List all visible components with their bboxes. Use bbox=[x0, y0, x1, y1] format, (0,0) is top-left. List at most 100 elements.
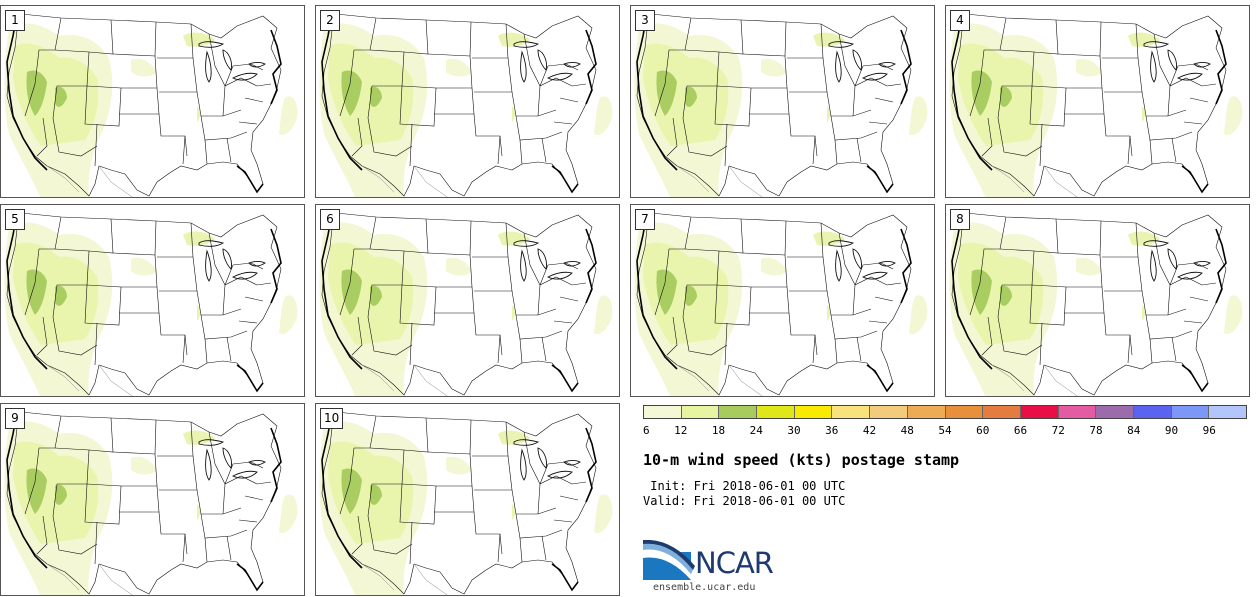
state-borders bbox=[636, 212, 912, 396]
colorbar bbox=[643, 405, 1247, 419]
member-number-label: 8 bbox=[950, 209, 970, 230]
colorbar-segment bbox=[719, 406, 758, 418]
coastline bbox=[321, 13, 597, 194]
state-borders bbox=[321, 13, 597, 197]
mexico-border bbox=[676, 364, 763, 396]
coastline bbox=[6, 411, 282, 592]
colorbar-segment bbox=[1020, 406, 1059, 418]
colorbar-segment bbox=[1171, 406, 1210, 418]
state-borders bbox=[321, 411, 597, 595]
colorbar-segment bbox=[1133, 406, 1172, 418]
colorbar-tick-label: 60 bbox=[976, 424, 990, 437]
figure-title: 10-m wind speed (kts) postage stamp bbox=[643, 451, 960, 469]
conus-map bbox=[4, 13, 298, 197]
member-number-label: 1 bbox=[5, 10, 25, 31]
member-number-label: 6 bbox=[320, 209, 340, 230]
mexico-border bbox=[991, 165, 1078, 197]
mexico-border bbox=[46, 165, 133, 197]
conus-map bbox=[949, 212, 1243, 396]
wind-shading bbox=[949, 222, 1243, 396]
colorbar-tick-label: 24 bbox=[749, 424, 763, 437]
ensemble-member-panel: 10 bbox=[315, 403, 620, 596]
conus-map bbox=[319, 13, 613, 197]
colorbar-tick-labels: 6 12 18 24 30 36 42 48 54 60 66 72 78 84 90 96 bbox=[643, 424, 1247, 438]
wind-shading bbox=[634, 23, 928, 197]
ensemble-member-panel: 6 bbox=[315, 204, 620, 397]
ensemble-member-panel: 9 bbox=[0, 403, 305, 596]
wind-shading bbox=[4, 23, 298, 197]
state-borders bbox=[321, 212, 597, 396]
colorbar-tick-label: 84 bbox=[1127, 424, 1141, 437]
conus-map bbox=[4, 212, 298, 396]
mexico-border bbox=[361, 364, 448, 396]
wind-shading bbox=[319, 23, 613, 197]
wind-shading bbox=[319, 421, 613, 595]
member-number-label: 5 bbox=[5, 209, 25, 230]
great-lakes bbox=[513, 439, 581, 481]
wind-shading bbox=[949, 23, 1243, 197]
ensemble-member-panel: 5 bbox=[0, 204, 305, 397]
colorbar-tick-label: 18 bbox=[711, 424, 726, 437]
great-lakes bbox=[513, 240, 581, 282]
colorbar-tick-label: 30 bbox=[787, 424, 801, 437]
mexico-border bbox=[361, 563, 448, 595]
ncar-logo-text: NCAR bbox=[695, 546, 774, 580]
state-borders bbox=[6, 212, 282, 396]
coastline bbox=[636, 212, 912, 393]
colorbar-segment bbox=[644, 406, 682, 418]
colorbar-tick-label: 42 bbox=[862, 424, 877, 437]
conus-map bbox=[949, 13, 1243, 197]
conus-map bbox=[634, 13, 928, 197]
state-borders bbox=[6, 411, 282, 595]
state-borders bbox=[951, 13, 1227, 197]
great-lakes bbox=[828, 41, 896, 83]
site-url[interactable]: ensemble.ucar.edu bbox=[653, 582, 756, 593]
conus-map bbox=[319, 212, 613, 396]
colorbar-tick-label: 78 bbox=[1089, 424, 1103, 437]
coastline bbox=[636, 13, 912, 194]
colorbar-segment bbox=[757, 406, 795, 418]
colorbar-tick-label: 66 bbox=[1013, 424, 1028, 437]
state-borders bbox=[6, 13, 282, 197]
colorbar-segment bbox=[945, 406, 984, 418]
conus-map bbox=[634, 212, 928, 396]
colorbar-segment bbox=[1058, 406, 1097, 418]
wind-shading bbox=[319, 222, 613, 396]
ensemble-member-panel: 3 bbox=[630, 5, 935, 198]
mexico-border bbox=[46, 563, 133, 595]
colorbar-segment bbox=[1209, 406, 1246, 418]
conus-map bbox=[319, 411, 613, 595]
coastline bbox=[6, 212, 282, 393]
colorbar-tick-label: 96 bbox=[1202, 424, 1216, 437]
colorbar-segment bbox=[681, 406, 720, 418]
colorbar-tick-label: 12 bbox=[674, 424, 688, 437]
mexico-border bbox=[676, 165, 763, 197]
member-number-label: 10 bbox=[320, 408, 344, 429]
member-number-label: 9 bbox=[5, 408, 25, 429]
ncar-logo: NCAR bbox=[643, 539, 793, 582]
coastline bbox=[321, 212, 597, 393]
great-lakes bbox=[198, 240, 266, 282]
ensemble-member-panel: 4 bbox=[945, 5, 1250, 198]
colorbar-segment bbox=[832, 406, 871, 418]
mexico-border bbox=[46, 364, 133, 396]
colorbar-tick-label: 6 bbox=[643, 424, 650, 437]
ensemble-member-panel: 1 bbox=[0, 5, 305, 198]
mexico-border bbox=[361, 165, 448, 197]
member-number-label: 4 bbox=[950, 10, 970, 31]
colorbar-segment bbox=[794, 406, 833, 418]
colorbar-segment bbox=[870, 406, 908, 418]
great-lakes bbox=[198, 41, 266, 83]
ensemble-member-panel: 8 bbox=[945, 204, 1250, 397]
colorbar-tick-label: 48 bbox=[900, 424, 914, 437]
great-lakes bbox=[1143, 240, 1211, 282]
coastline bbox=[321, 411, 597, 592]
wind-shading bbox=[4, 421, 298, 595]
member-number-label: 7 bbox=[635, 209, 655, 230]
colorbar-tick-label: 54 bbox=[938, 424, 952, 437]
colorbar-tick-label: 36 bbox=[825, 424, 839, 437]
coastline bbox=[6, 13, 282, 194]
mexico-border bbox=[991, 364, 1078, 396]
colorbar-segment bbox=[907, 406, 946, 418]
member-number-label: 2 bbox=[320, 10, 340, 31]
